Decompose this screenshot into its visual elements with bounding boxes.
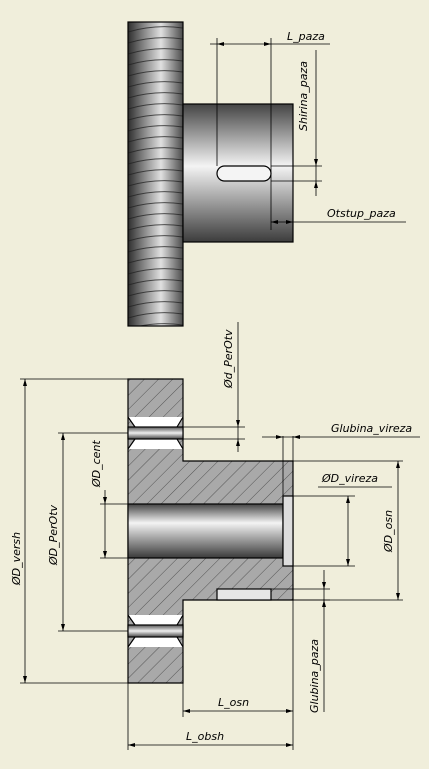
gear-tooth-line <box>128 70 183 77</box>
gear-tooth-line <box>128 5 183 10</box>
dim-l-osn: L_osn <box>182 600 294 750</box>
gear-tooth-line <box>128 81 183 88</box>
gear-tooth-line <box>128 191 183 198</box>
gear-tooth-line <box>128 213 183 220</box>
gear-tooth-line <box>128 147 183 154</box>
gear-tooth-line <box>128 114 183 121</box>
keyway-section <box>216 588 272 601</box>
gear-tooth-line <box>128 16 183 21</box>
gear-tooth-line <box>128 180 183 187</box>
gear-tooth-line <box>128 335 183 340</box>
top-view: L_paza Shirina_paza Otstup_paza <box>127 5 406 340</box>
gear-tooth-line <box>128 202 183 209</box>
dim-d-cent: ØD_cent <box>90 440 128 559</box>
gear-tooth-line <box>128 59 183 66</box>
label-l-paza: L_paza <box>287 30 325 43</box>
gear-tooth-line <box>128 235 183 242</box>
recess <box>282 495 294 567</box>
label-d-versh: ØD_versh <box>10 532 23 586</box>
dim-d-vireza: ØD_vireza <box>293 472 392 567</box>
gear-tooth-line <box>128 26 183 33</box>
label-l-osn: L_osn <box>218 696 249 709</box>
gear-tooth-line <box>128 279 183 286</box>
gear-tooth-line <box>128 92 183 99</box>
dim-d-perotv: ØD_PerOtv <box>47 432 128 632</box>
label-glubina-paza: Glubina_paza <box>308 639 321 713</box>
label-d-osn: ØD_osn <box>382 510 395 553</box>
gear-tooth-line <box>128 312 183 319</box>
section-view: Ød_PerOtv Glubina_vireza ØD_cent ØD_vire… <box>10 322 420 750</box>
gear-tooth-line <box>128 37 183 44</box>
through-hole-top <box>128 417 183 427</box>
gear-tooth-line <box>128 48 183 55</box>
label-d-perotv-small: Ød_PerOtv <box>222 329 235 389</box>
gear-tooth-line <box>128 158 183 165</box>
gear-tooth-line <box>128 290 183 297</box>
dim-otstup-paza: Otstup_paza <box>271 207 406 224</box>
dim-d-perotv-small: Ød_PerOtv <box>183 322 245 452</box>
gear-tooth-line <box>128 257 183 264</box>
center-bore <box>127 503 284 559</box>
label-l-obsh: L_obsh <box>186 730 224 743</box>
dim-l-obsh: L_obsh <box>127 683 293 750</box>
label-d-vireza: ØD_vireza <box>321 472 378 485</box>
label-d-cent: ØD_cent <box>90 440 103 488</box>
dim-d-versh: ØD_versh <box>10 378 128 684</box>
dim-d-osn: ØD_osn <box>293 460 403 601</box>
label-shirina-paza: Shirina_paza <box>297 61 310 131</box>
dim-l-paza: L_paza <box>210 30 330 230</box>
gear-teeth <box>127 5 184 340</box>
gear-tooth-line <box>128 268 183 275</box>
label-d-perotv: ØD_PerOtv <box>47 504 60 566</box>
dim-shirina-paza: Shirina_paza <box>271 50 322 196</box>
gear-tooth-line <box>128 103 183 110</box>
dim-glubina-vireza: Glubina_vireza <box>262 422 420 496</box>
dim-glubina-paza: Glubina_paza <box>271 570 330 713</box>
label-glubina-vireza: Glubina_vireza <box>331 422 412 435</box>
gear-tooth-line <box>128 136 183 143</box>
gear-tooth-line <box>128 169 183 176</box>
gear-tooth-line <box>128 246 183 253</box>
through-hole-bottom <box>128 615 183 625</box>
gear-tooth-line <box>137 323 183 326</box>
gear-tooth-line <box>128 125 183 132</box>
gear-tooth-line <box>128 301 183 308</box>
gear-tooth-line <box>128 224 183 231</box>
label-otstup-paza: Otstup_paza <box>327 207 396 220</box>
keyway-slot <box>216 165 272 182</box>
